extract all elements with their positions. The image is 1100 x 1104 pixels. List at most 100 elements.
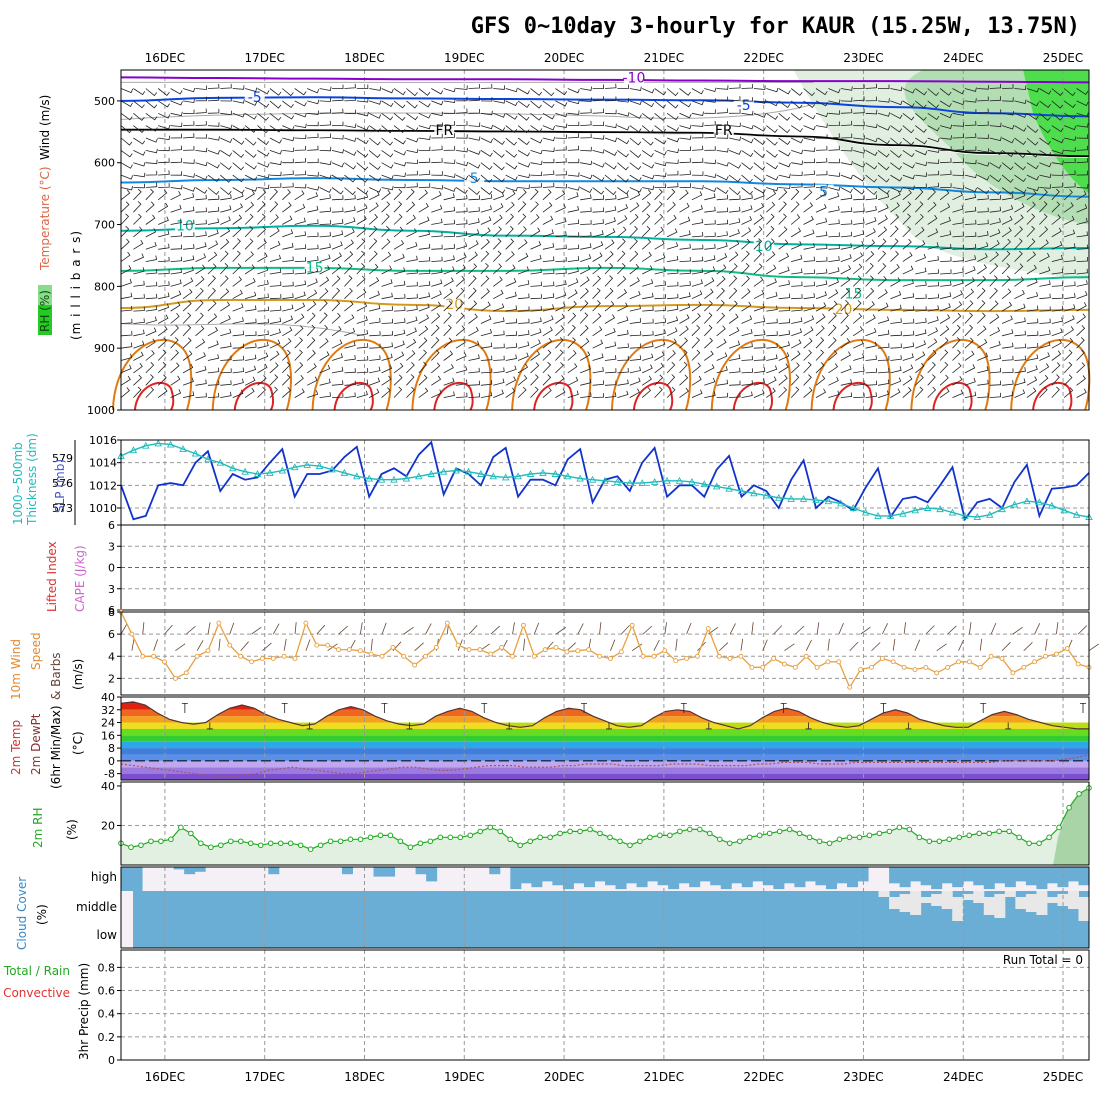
wind-barb (530, 112, 542, 121)
thickness-marker (489, 472, 498, 480)
wind-speed-marker (455, 642, 461, 648)
wind-barb (592, 312, 602, 324)
wind-barb (815, 325, 825, 337)
wind-speed-marker (401, 653, 407, 659)
rh-2m-marker (806, 834, 813, 841)
wind-barb (741, 97, 753, 102)
cloud-high-bar (752, 867, 764, 882)
wind-barb (393, 340, 405, 349)
wind-barb (1051, 281, 1064, 287)
rh-2m-marker (607, 834, 613, 841)
wind-barb (195, 96, 207, 102)
y-tick-label: 32 (101, 704, 115, 717)
wind-speed-marker (988, 653, 994, 659)
wind-barb (493, 85, 505, 90)
wind-barb (989, 187, 1002, 196)
wind-barb (530, 306, 542, 312)
chart-title: GFS 0~10day 3-hourly for KAUR (15.25W, 1… (471, 14, 1080, 39)
wind-barb (393, 318, 406, 324)
wind-barb (592, 339, 604, 349)
wind-barb (257, 213, 266, 225)
wind-barb (716, 253, 728, 262)
wind-barb (468, 206, 480, 213)
wind-barb (493, 355, 505, 361)
thickness-marker (129, 446, 138, 454)
wind-barb (890, 202, 900, 213)
wind-barb (902, 330, 915, 337)
wind-barb (766, 291, 778, 300)
wind-barb (766, 150, 778, 158)
wind-barb (617, 288, 628, 300)
wind-barb (170, 244, 183, 250)
wind-barb (257, 189, 267, 201)
wind-barb (778, 374, 788, 386)
wind-barb (778, 280, 790, 287)
cloud-high-bar (131, 867, 143, 891)
thickness-tick-label: 576 (52, 477, 73, 490)
wind-barb (741, 391, 753, 398)
wind-barb (456, 379, 468, 386)
wind-barb (927, 88, 940, 97)
wind-barb (890, 355, 902, 361)
wind-barb (927, 170, 940, 176)
wind-barb (517, 239, 528, 250)
wind-barb (443, 159, 456, 164)
wind-barb (1014, 250, 1023, 262)
wind-barb (580, 146, 592, 152)
wind-barb (753, 85, 766, 90)
wind-barb (865, 228, 876, 238)
wind-barb (331, 108, 344, 114)
wind-barb (1051, 214, 1061, 225)
wind-barb (1076, 88, 1089, 96)
wind-barb (617, 204, 629, 213)
wind-barb (182, 377, 194, 386)
temp-contour-30 (1032, 381, 1073, 411)
wind-barb (443, 337, 453, 349)
wind-barb (319, 86, 332, 91)
wind-barb (555, 217, 567, 225)
wind-barb (195, 219, 207, 225)
wind-barb (592, 353, 604, 361)
wind-barb (741, 216, 753, 225)
wind-barb (679, 100, 692, 108)
wind-barb (840, 338, 851, 349)
wind-barb (431, 389, 442, 398)
rh-2m-marker (257, 842, 264, 849)
wind-barb (294, 280, 307, 287)
wind-barb (306, 312, 316, 324)
wind-barb (778, 330, 791, 337)
date-label-bottom: 22DEC (743, 1070, 783, 1084)
wind-barb (145, 316, 157, 324)
wind-barb (257, 88, 270, 95)
wind-barb (592, 326, 603, 337)
wind-barb (815, 184, 828, 189)
date-label-top: 22DEC (743, 51, 783, 65)
wind-barb (332, 121, 344, 126)
wind-barb-10m (1045, 638, 1048, 651)
wind-barb (604, 300, 615, 312)
wind-barb (741, 368, 753, 374)
wind-barb (766, 213, 775, 225)
wind-barb (195, 275, 205, 287)
wind-barb (245, 354, 257, 361)
wind-barb (890, 250, 899, 262)
wind-speed-marker (336, 647, 341, 653)
wind-barb (319, 337, 329, 349)
thickness-marker (452, 466, 460, 474)
wind-barb (989, 206, 1002, 213)
wind-barb (927, 201, 937, 213)
wind-barb-10m (805, 639, 812, 651)
wind-speed-marker (684, 656, 690, 661)
wind-barb (815, 190, 826, 201)
wind-barb (232, 355, 245, 361)
wind-barb (679, 325, 689, 337)
wind-barb (654, 172, 667, 177)
wind-barb (269, 183, 282, 188)
wind-barb (542, 315, 554, 324)
wind-barb (927, 214, 938, 225)
wind-barb (319, 207, 331, 213)
cloud-high-bar (689, 867, 701, 888)
temp-min-whisker (206, 722, 213, 730)
wind-barb (803, 374, 812, 386)
wind-barb (418, 281, 431, 287)
